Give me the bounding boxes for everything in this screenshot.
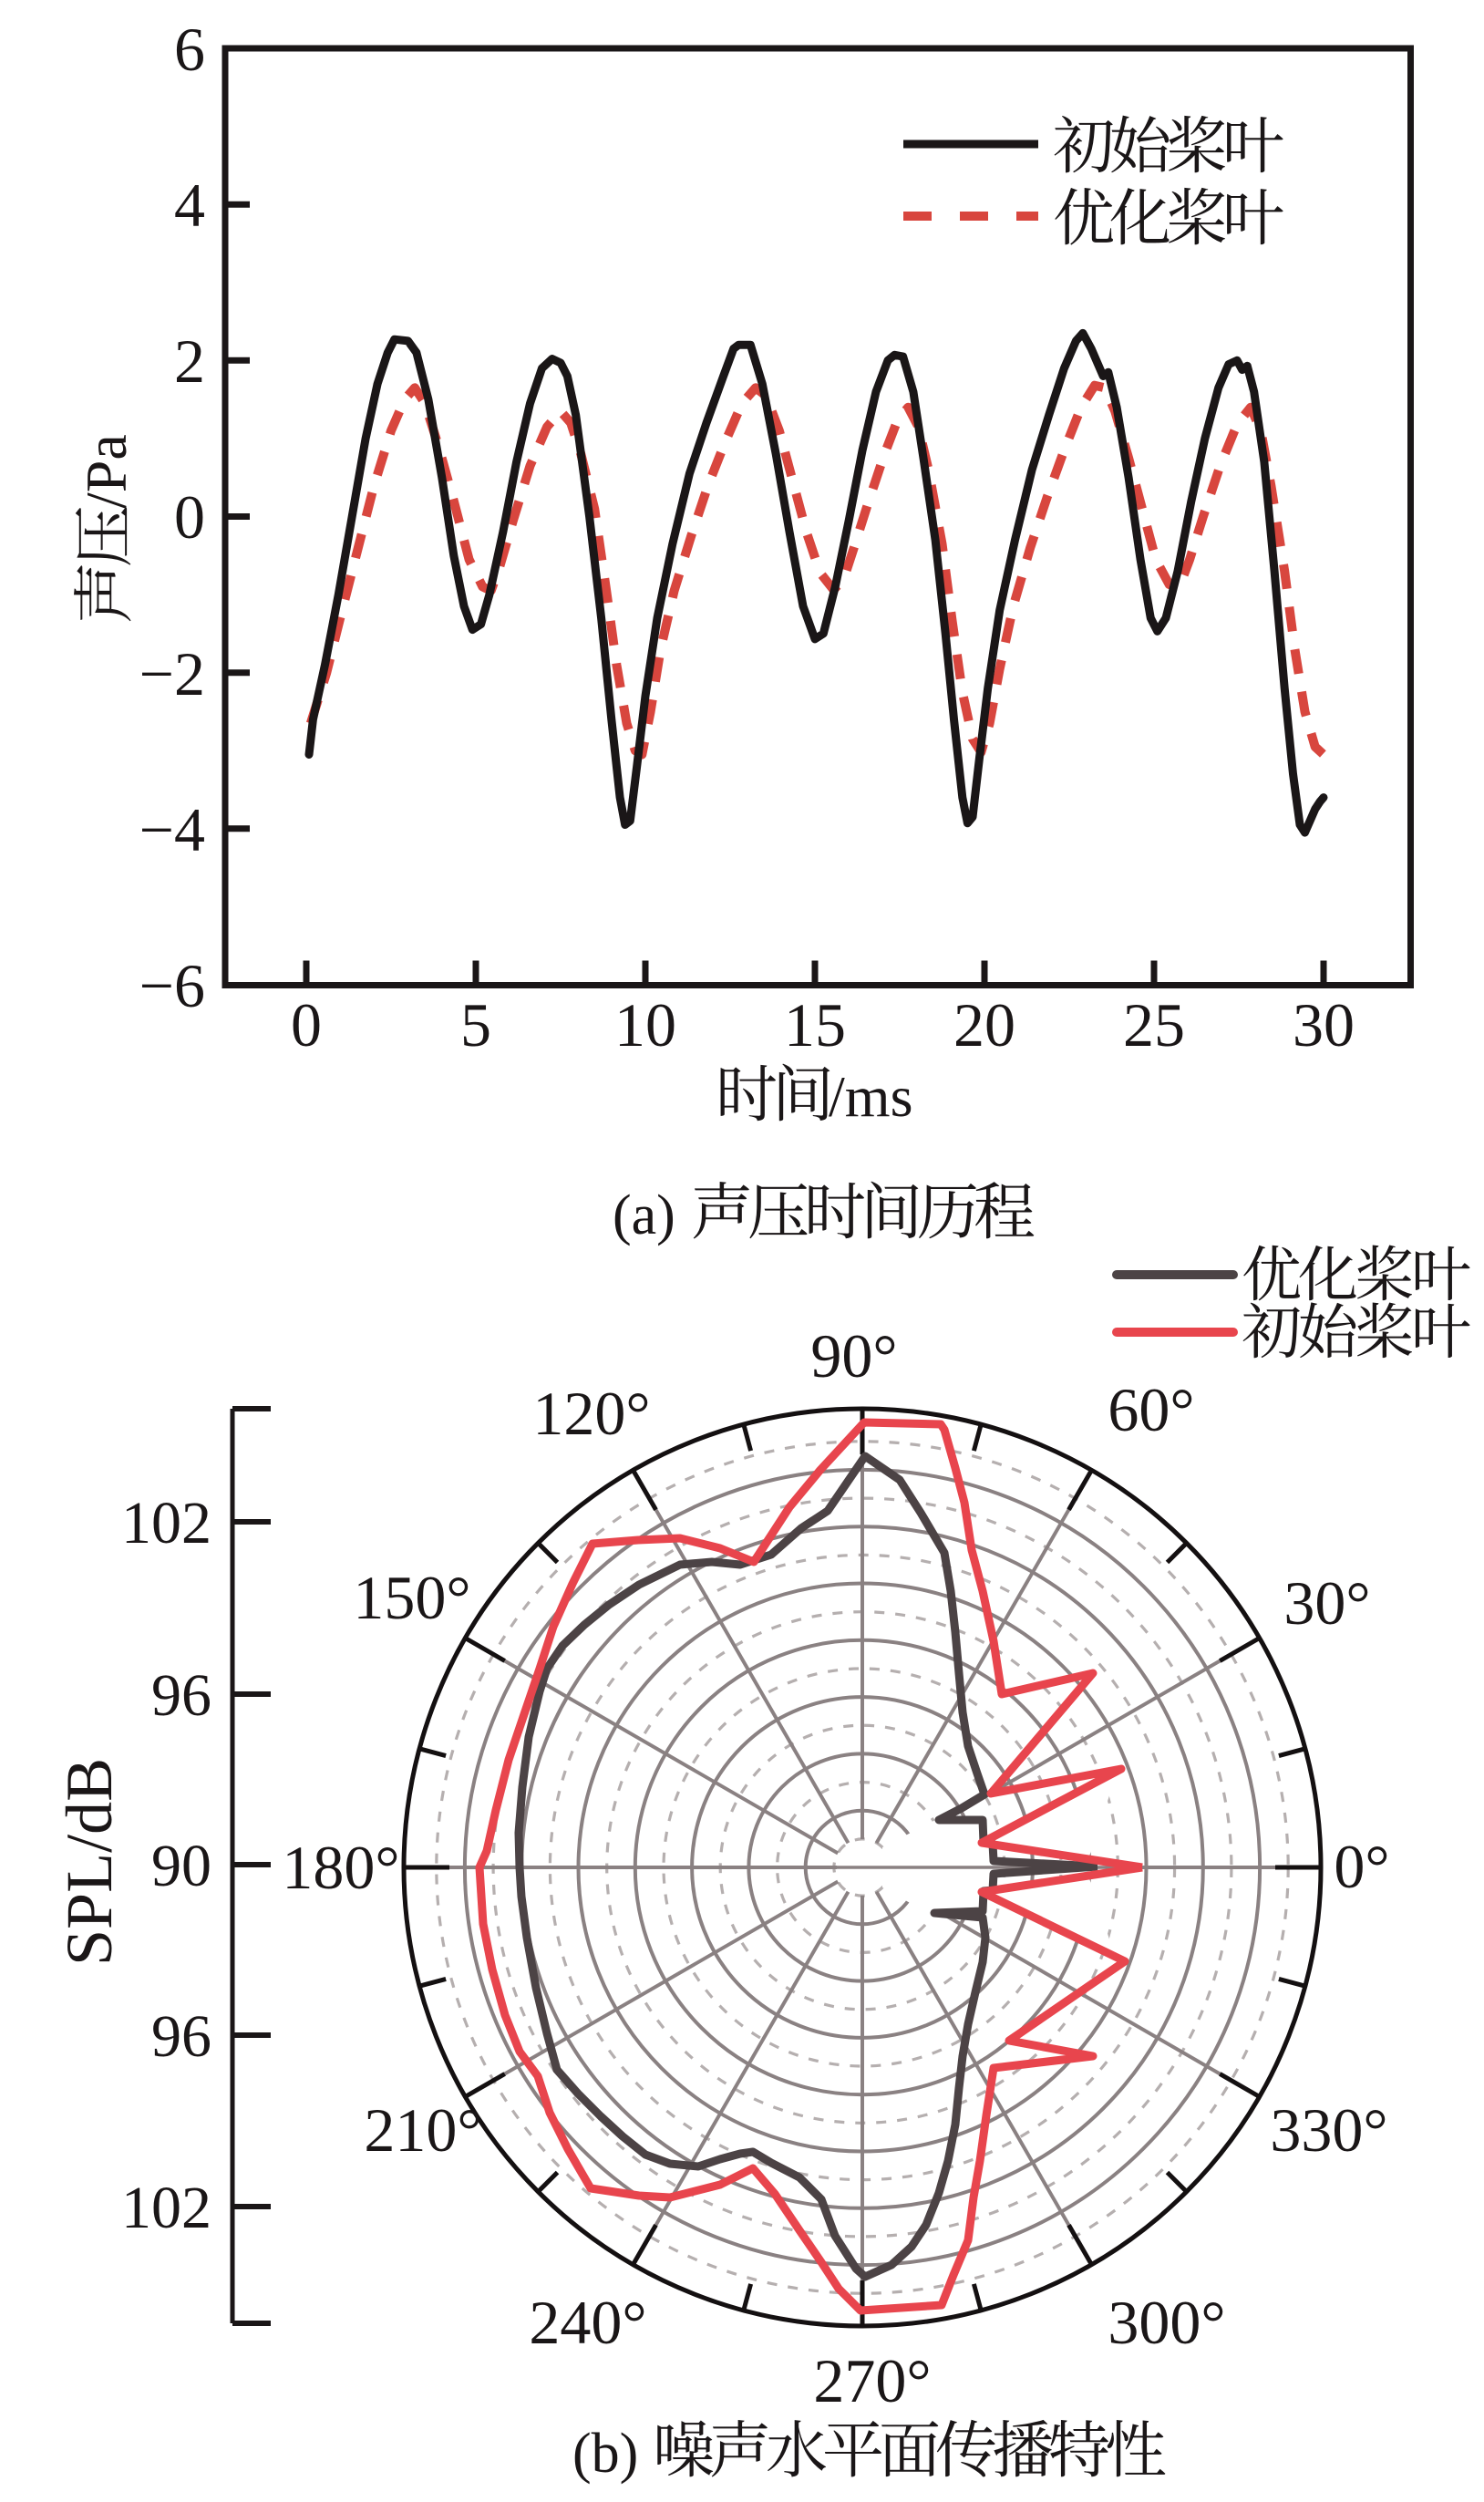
svg-text:0: 0: [174, 482, 205, 552]
svg-text:4: 4: [174, 171, 205, 240]
svg-text:120°: 120°: [532, 1379, 650, 1448]
svg-text:−2: −2: [139, 639, 205, 708]
svg-text:30°: 30°: [1283, 1568, 1370, 1638]
svg-text:90: 90: [151, 1833, 211, 1899]
svg-text:−4: −4: [139, 795, 205, 864]
svg-text:270°: 270°: [813, 2346, 931, 2415]
svg-text:150°: 150°: [353, 1563, 470, 1632]
svg-text:2: 2: [174, 326, 205, 396]
svg-text:25: 25: [1123, 990, 1185, 1060]
svg-text:5: 5: [460, 990, 491, 1060]
svg-text:300°: 300°: [1108, 2288, 1225, 2357]
svg-text:/Pa: /Pa: [74, 434, 139, 509]
svg-text:102: 102: [121, 2175, 211, 2241]
svg-text:0: 0: [291, 990, 322, 1060]
svg-text:(b): (b): [572, 2423, 638, 2485]
svg-text:240°: 240°: [529, 2288, 646, 2357]
svg-text:96: 96: [151, 1662, 211, 1729]
svg-text:20: 20: [953, 990, 1015, 1060]
svg-text:15: 15: [784, 990, 846, 1060]
svg-text:−6: −6: [139, 951, 205, 1020]
svg-text:SPL/dB: SPL/dB: [53, 1758, 126, 1966]
svg-text:0°: 0°: [1334, 1832, 1389, 1901]
svg-text:60°: 60°: [1108, 1375, 1194, 1444]
svg-text:210°: 210°: [364, 2095, 481, 2165]
svg-text:(a): (a): [613, 1184, 675, 1246]
svg-text:90°: 90°: [810, 1321, 897, 1391]
svg-text:/ms: /ms: [829, 1064, 912, 1129]
svg-text:6: 6: [174, 15, 205, 84]
svg-text:180°: 180°: [282, 1833, 399, 1902]
svg-text:30: 30: [1293, 990, 1355, 1060]
svg-text:96: 96: [151, 2003, 211, 2070]
svg-text:330°: 330°: [1270, 2095, 1387, 2165]
svg-text:10: 10: [614, 990, 676, 1060]
svg-text:102: 102: [121, 1490, 211, 1556]
